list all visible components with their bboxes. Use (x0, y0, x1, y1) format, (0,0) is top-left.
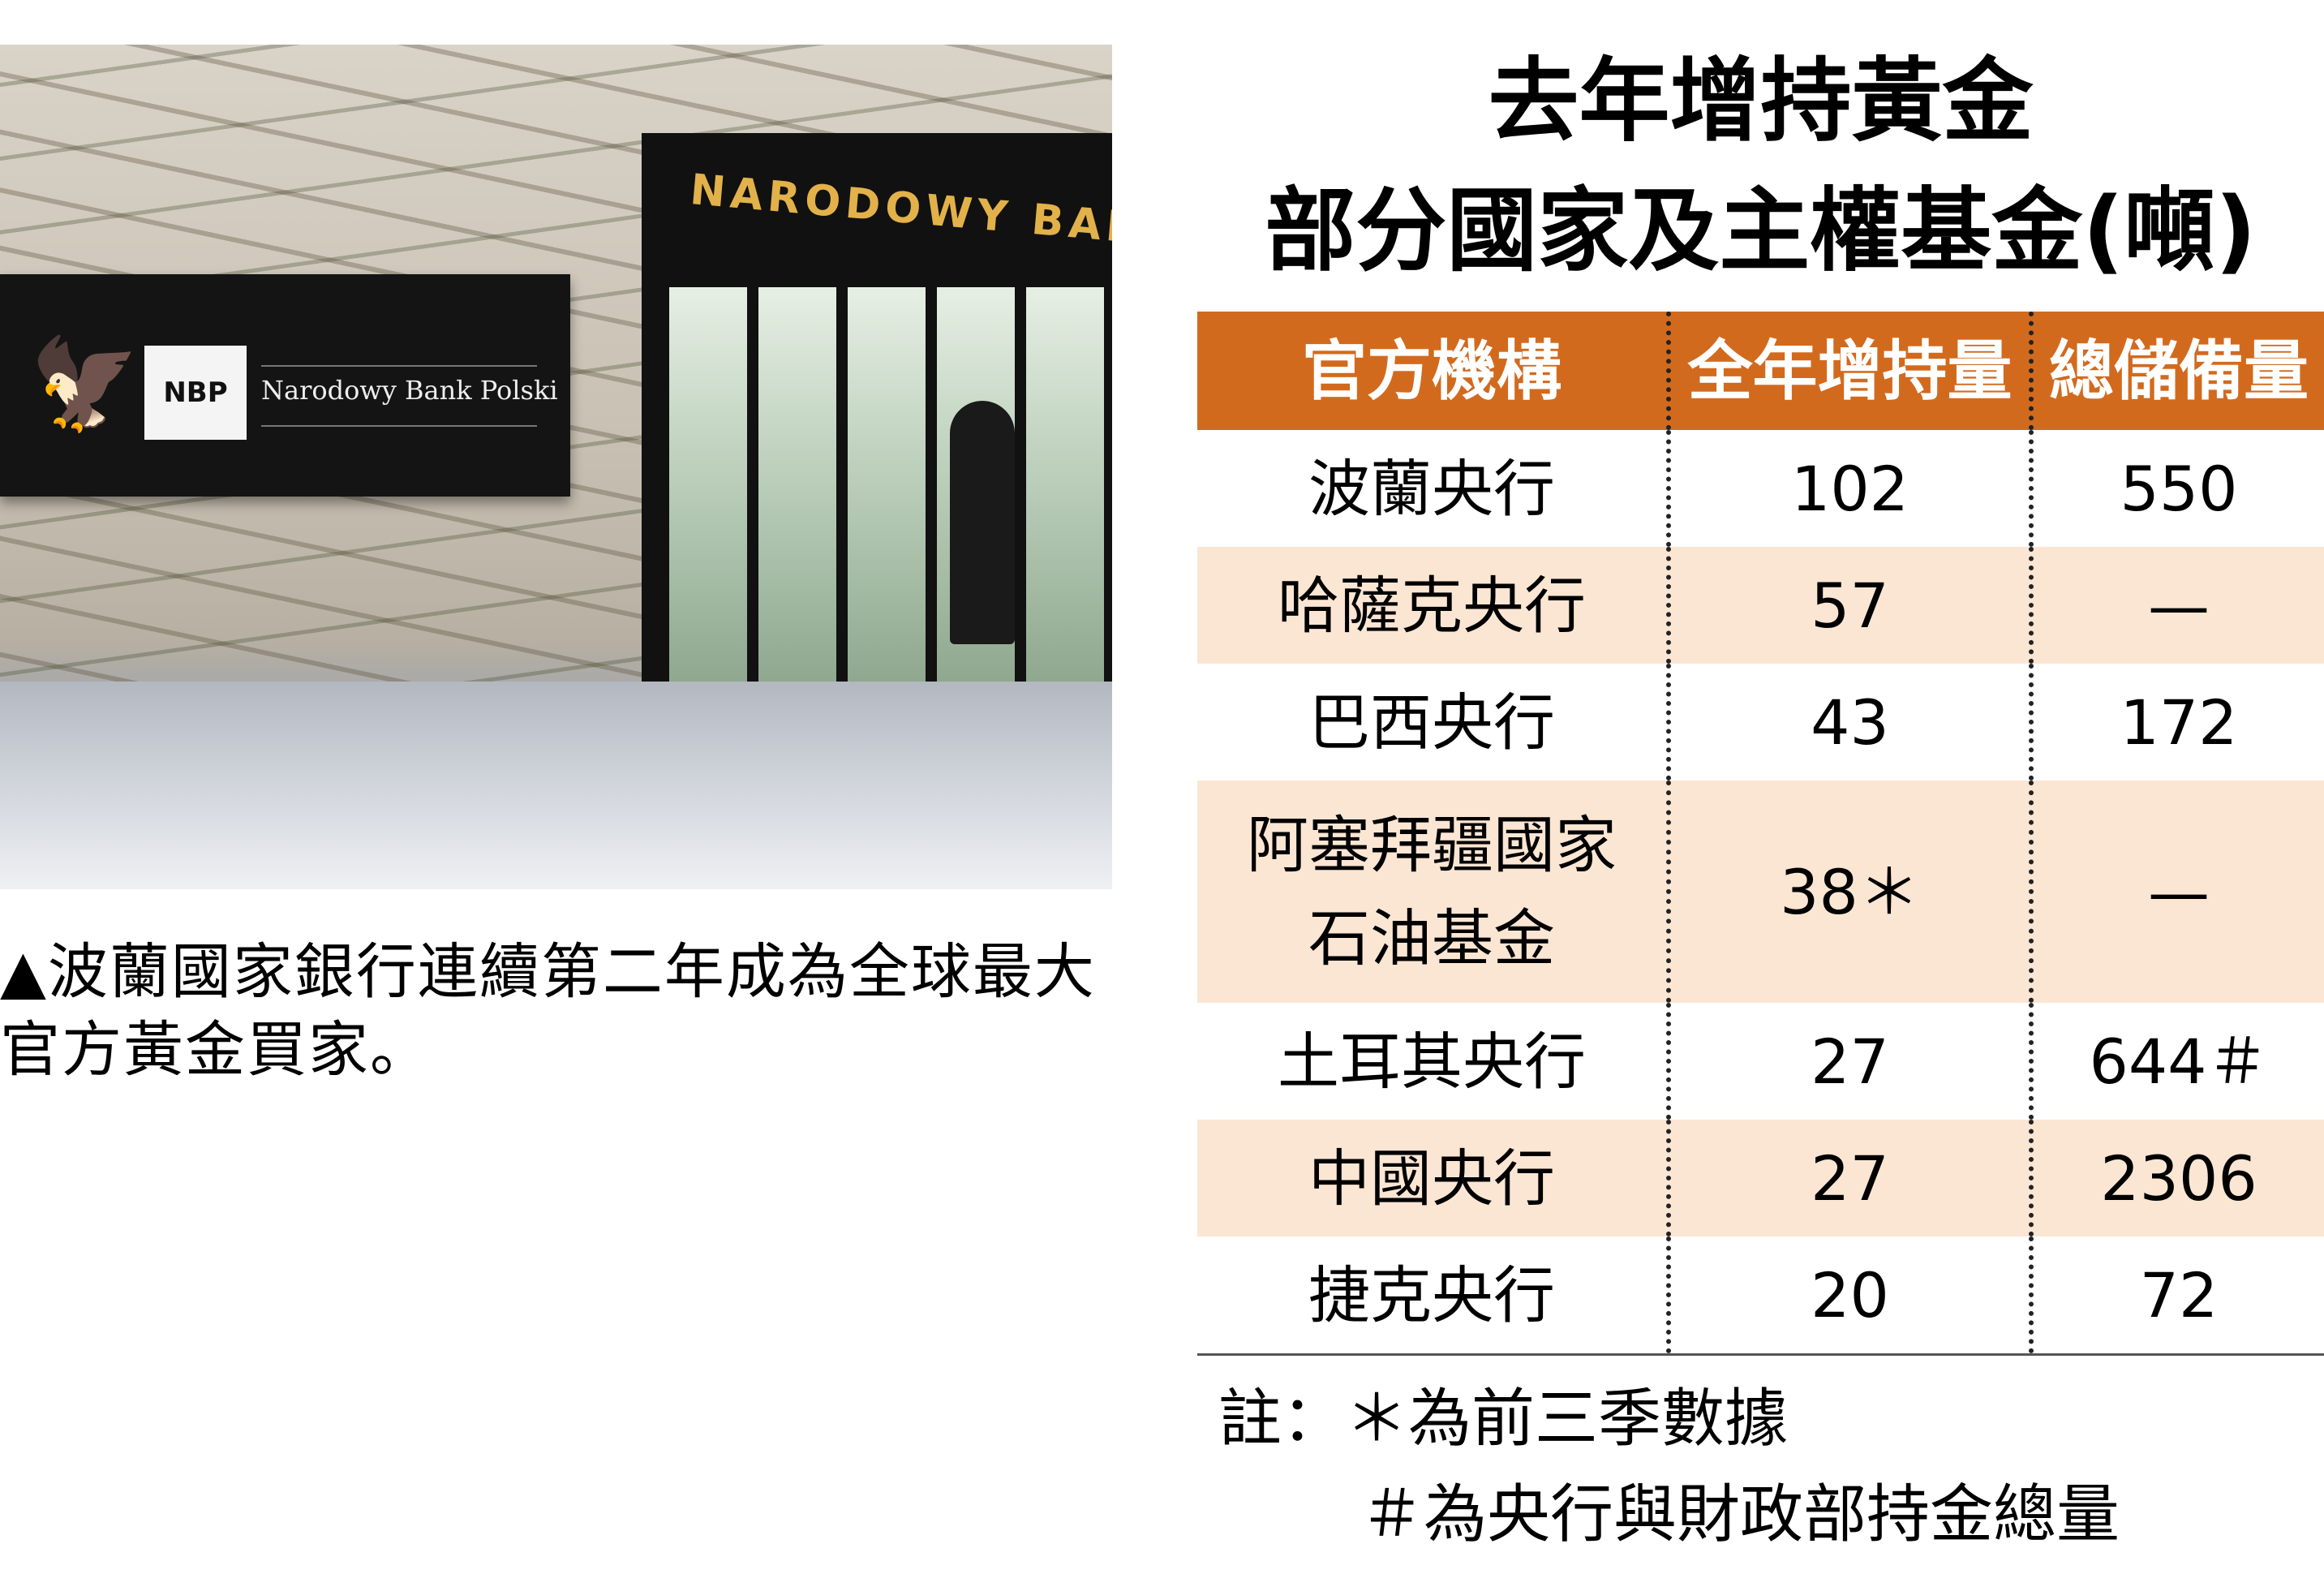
door-sign: NARODOWY BANK (688, 166, 1112, 258)
door-glass (658, 287, 1112, 682)
annual-increase-cell: 27 (1666, 1120, 2029, 1236)
table-row: 中國央行 27 2306 (1197, 1120, 2324, 1236)
table-row: 波蘭央行 102 550 (1197, 430, 2324, 547)
institution-cell: 捷克央行 (1308, 1258, 1555, 1331)
institution-cell: 波蘭央行 (1308, 452, 1555, 525)
total-reserve-cell: 2306 (2029, 1120, 2324, 1236)
gold-holdings-table: 官方機構 全年增持量 總儲備量 波蘭央行 102 550 哈薩克央行 57— 巴西央行 43… (1197, 312, 2324, 1356)
table-title: 去年增持黃金 部分國家及主權基金(噸) (1197, 37, 2324, 296)
annual-increase-cell: 27 (1666, 1003, 2029, 1120)
total-reserve-cell: — (2029, 547, 2324, 664)
table-row: 阿塞拜疆國家 石油基金 38＊ — (1197, 781, 2324, 1003)
institution-cell: 巴西央行 (1308, 686, 1555, 759)
total-reserve-cell: — (2029, 781, 2324, 1003)
annual-increase-cell: 43 (1666, 664, 2029, 781)
institution-cell: 哈薩克央行 (1278, 569, 1586, 642)
table-body: 波蘭央行 102 550 哈薩克央行 57— 巴西央行 43 172 阿塞拜疆國家 石油基金 38… (1197, 430, 2324, 1353)
table-row: 巴西央行 43 172 (1197, 664, 2324, 781)
annual-increase-cell: 20 (1666, 1236, 2029, 1353)
institution-cell: 阿塞拜疆國家 石油基金 (1247, 809, 1617, 974)
annual-increase-cell: 38＊ (1666, 781, 2029, 1003)
institution-cell: 土耳其央行 (1278, 1025, 1586, 1098)
eagle-emblem-icon: 🦅 (29, 332, 140, 436)
sign-divider (261, 425, 537, 427)
table-row: 哈薩克央行 57— (1197, 547, 2324, 664)
person (950, 401, 1015, 644)
footnote: 註：＊為前三季數據 (1218, 1383, 1789, 1456)
total-reserve-cell: 72 (2029, 1236, 2324, 1353)
table-row: 土耳其央行 27 644＃ (1197, 1003, 2324, 1120)
annual-increase-cell: 102 (1666, 430, 2029, 547)
sign-divider (261, 365, 537, 367)
glass-doors: NARODOWY BANK (642, 133, 1112, 682)
total-reserve-cell: 172 (2029, 664, 2324, 781)
header-institution: 官方機構 (1302, 333, 1562, 409)
sign-bank-name: Narodowy Bank Polski (261, 375, 558, 406)
header-total-reserve: 總儲備量 (2029, 312, 2324, 430)
title-line: 去年增持黃金 (1488, 49, 2034, 154)
institution-cell: 中國央行 (1308, 1142, 1555, 1215)
floor (0, 682, 1112, 889)
table-header: 官方機構 全年增持量 總儲備量 (1197, 312, 2324, 430)
title-line: 部分國家及主權基金(噸) (1265, 178, 2257, 284)
bank-entrance-photo: 🦅 NBP Narodowy Bank Polski NARODOWY BANK (0, 45, 1112, 889)
table-row: 捷克央行 20 72 (1197, 1236, 2324, 1353)
nbp-wall-sign: 🦅 NBP Narodowy Bank Polski (0, 274, 570, 497)
total-reserve-cell: 550 (2029, 430, 2324, 547)
footnote: ＃為央行與財政部持金總量 (1360, 1478, 2120, 1551)
photo-caption: ▲波蘭國家銀行連續第二年成為全球最大官方黃金買家。 (0, 937, 1096, 1085)
annual-increase-cell: 57 (1666, 547, 2029, 664)
header-annual-increase: 全年增持量 (1666, 312, 2029, 430)
footnotes: 註：＊為前三季數據 ＃為央行與財政部持金總量 (1218, 1371, 2120, 1563)
total-reserve-cell: 644＃ (2029, 1003, 2324, 1120)
nbp-logo: NBP (144, 346, 247, 440)
